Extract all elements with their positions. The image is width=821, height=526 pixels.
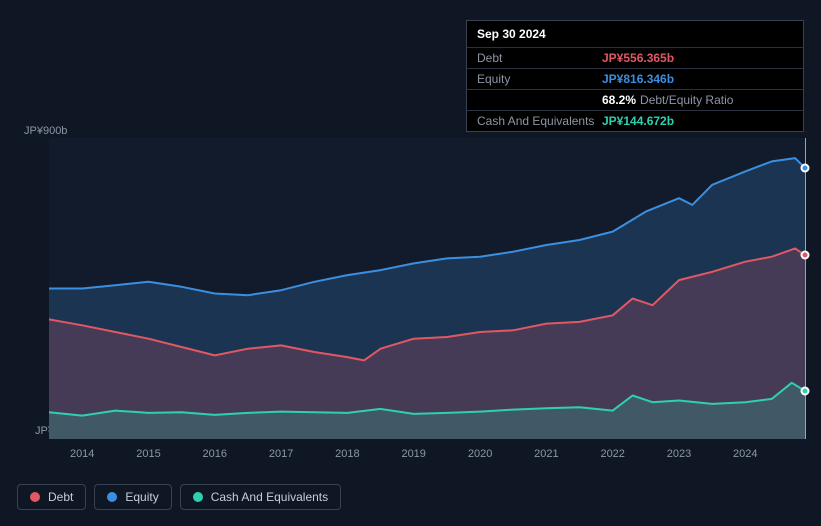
tooltip-row-ratio: 68.2% Debt/Equity Ratio [467, 90, 803, 111]
chart-plot[interactable] [49, 138, 805, 439]
x-tick-label: 2017 [269, 448, 293, 460]
tooltip-label: Debt [477, 51, 602, 65]
legend-label: Cash And Equivalents [211, 490, 328, 504]
tooltip-row-cash: Cash And Equivalents JP¥144.672b [467, 111, 803, 131]
x-tick-label: 2018 [335, 448, 359, 460]
tooltip-value-cash: JP¥144.672b [602, 114, 674, 128]
legend-swatch-debt [30, 492, 40, 502]
tooltip-value-equity: JP¥816.346b [602, 72, 674, 86]
tooltip-label [477, 93, 602, 107]
legend-item-cash[interactable]: Cash And Equivalents [180, 484, 341, 510]
x-tick-label: 2023 [667, 448, 691, 460]
legend-label: Debt [48, 490, 73, 504]
ratio-label: Debt/Equity Ratio [640, 93, 733, 107]
x-tick-label: 2024 [733, 448, 757, 460]
x-tick-label: 2021 [534, 448, 558, 460]
tooltip-label: Equity [477, 72, 602, 86]
legend-swatch-equity [107, 492, 117, 502]
chart-marker-debt [801, 251, 810, 260]
x-tick-label: 2019 [401, 448, 425, 460]
tooltip-date: Sep 30 2024 [467, 21, 803, 48]
legend-label: Equity [125, 490, 158, 504]
legend-item-debt[interactable]: Debt [17, 484, 86, 510]
x-tick-label: 2014 [70, 448, 94, 460]
chart-legend: Debt Equity Cash And Equivalents [17, 484, 341, 510]
tooltip-value-ratio: 68.2% Debt/Equity Ratio [602, 93, 733, 107]
chart-marker-equity [801, 164, 810, 173]
x-tick-label: 2022 [600, 448, 624, 460]
ratio-pct: 68.2% [602, 93, 636, 107]
tooltip-row-debt: Debt JP¥556.365b [467, 48, 803, 69]
legend-item-equity[interactable]: Equity [94, 484, 171, 510]
tooltip-label: Cash And Equivalents [477, 114, 602, 128]
y-axis-max-label: JP¥900b [24, 125, 67, 137]
x-tick-label: 2015 [136, 448, 160, 460]
legend-swatch-cash [193, 492, 203, 502]
tooltip-value-debt: JP¥556.365b [602, 51, 674, 65]
chart-marker-cash [801, 386, 810, 395]
x-tick-label: 2020 [468, 448, 492, 460]
tooltip-row-equity: Equity JP¥816.346b [467, 69, 803, 90]
chart-tooltip: Sep 30 2024 Debt JP¥556.365b Equity JP¥8… [466, 20, 804, 132]
x-tick-label: 2016 [203, 448, 227, 460]
x-axis-labels: 2014 2015 2016 2017 2018 2019 2020 2021 2022 2023… [49, 448, 805, 468]
